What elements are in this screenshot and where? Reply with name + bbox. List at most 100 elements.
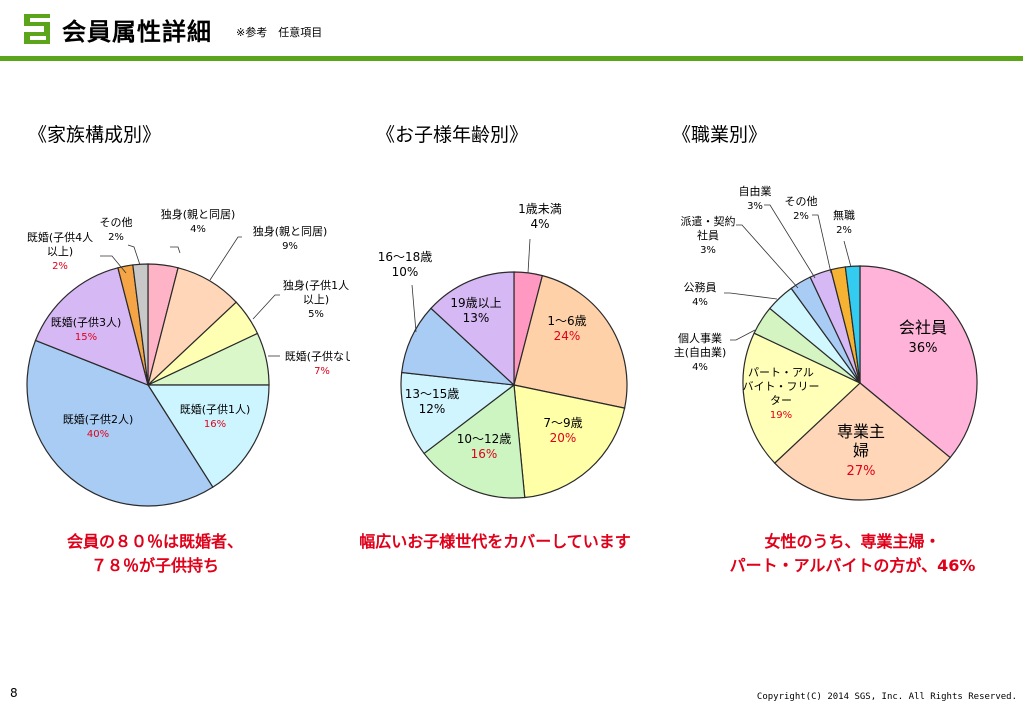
children-slice-label-line: 16～18歳 [378, 250, 433, 264]
family-slice-label-line: 既婚(子供なし) [285, 349, 350, 363]
brand-logo-icon [16, 8, 50, 50]
family-slice-label: 独身(子供1人以上) [283, 278, 349, 306]
occupation-slice-label-line: 自由業 [739, 184, 772, 198]
occupation-slice-label-line: 専業主 [837, 422, 885, 441]
family-chart-title: 《家族構成別》 [28, 124, 162, 146]
children-slice-label-line: 1歳未満 [518, 202, 562, 216]
family-leader-line [127, 244, 141, 266]
occupation-slice-label-line: バイト・フリー [743, 380, 820, 393]
children-slice-label: 16～18歳 [378, 250, 433, 264]
family-pie-slice [26, 339, 214, 507]
occupation-slices [742, 265, 978, 501]
family-slice-label-line: 独身(親と同居) [161, 207, 236, 221]
page-subtitle: ※参考 任意項目 [236, 26, 323, 39]
family-leader-line [170, 246, 181, 254]
children-pie-slice [513, 384, 626, 499]
family-caption-line: 会員の８０％は既婚者、 [66, 532, 243, 551]
occupation-slice-label-line: 会社員 [899, 318, 947, 337]
family-slice-label-line: 既婚(子供1人) [180, 402, 251, 416]
children-slice-label: 13～15歳 [405, 387, 460, 401]
family-slice-label: 独身(親と同居) [253, 224, 328, 238]
header-divider [0, 56, 1023, 61]
occupation-slice-label: 専業主婦 [837, 422, 885, 460]
occupation-slice-label-line: 派遣・契約 [681, 214, 736, 228]
occupation-slice-label-line: その他 [785, 195, 818, 208]
children-slice-label-line: 10～12歳 [457, 432, 512, 446]
family-slice-label-line: その他 [100, 216, 133, 229]
family-leader-line [100, 255, 127, 274]
children-slice-label: 1～6歳 [547, 314, 586, 328]
children-pie-slice [401, 307, 516, 386]
family-pie-slice [146, 384, 270, 488]
occupation-slice-label-line: 個人事業 [678, 332, 722, 345]
family-pie-chart: 独身(親と同居)4%独身(親と同居)9%独身(子供1人以上)5%既婚(子供なし)… [26, 207, 350, 507]
family-slice-value: 16% [204, 419, 226, 430]
occupation-slice-label: 個人事業主(自由業) [674, 332, 727, 359]
children-pie-slice [400, 371, 516, 455]
family-slice-label: 既婚(子供3人) [51, 315, 122, 329]
children-caption-line: 幅広いお子様世代をカバーしています [359, 532, 631, 551]
children-pie-slice [430, 271, 515, 387]
copyright-notice: Copyright(C) 2014 SGS, Inc. All Rights R… [756, 692, 1017, 702]
occupation-leader-line [812, 214, 832, 274]
family-slice-label-line: 独身(親と同居) [253, 224, 328, 238]
family-caption-line: ７８％が子供持ち [90, 556, 219, 575]
occupation-leader-line [724, 292, 778, 300]
occupation-slice-label: 公務員 [684, 280, 717, 294]
children-leader-line [527, 238, 531, 274]
family-slice-value: 2% [52, 261, 68, 272]
family-slice-label-line: 以上) [47, 245, 73, 258]
family-slice-label-line: 既婚(子供2人) [63, 412, 134, 426]
occupation-pie-slice [859, 265, 978, 459]
page-number: 8 [10, 686, 18, 700]
occupation-chart-title: 《職業別》 [672, 124, 768, 146]
occupation-pie-slice [844, 265, 861, 384]
family-slice-label-line: 既婚(子供4人 [27, 230, 93, 244]
children-slice-label: 19歳以上 [450, 296, 501, 310]
family-slice-label-line: 以上) [303, 293, 329, 306]
occupation-pie-slice [742, 332, 862, 464]
family-slice-label: 既婚(子供4人以上) [27, 230, 93, 258]
family-pie-slice [34, 267, 149, 386]
page-title: 会員属性詳細 [62, 18, 212, 46]
occupation-leader-line [730, 329, 756, 341]
occupation-leader-line [736, 224, 799, 289]
children-slice-label-line: 7～9歳 [543, 416, 582, 430]
occupation-pie-slice [773, 382, 951, 501]
children-caption: 幅広いお子様世代をカバーしています [310, 530, 680, 554]
family-caption: 会員の８０％は既婚者、 ７８％が子供持ち [20, 530, 290, 578]
children-slice-value: 10% [392, 265, 419, 279]
family-slice-label: 独身(親と同居) [161, 207, 236, 221]
family-pie-slice [132, 263, 149, 386]
children-slices [400, 271, 628, 499]
family-slice-value: 2% [108, 232, 124, 243]
occupation-slice-label-line: パート・アル [748, 366, 814, 379]
occupation-slice-value: 19% [770, 410, 792, 421]
children-leader-line [411, 284, 417, 333]
family-leader-line [252, 294, 280, 320]
family-slice-value: 40% [87, 429, 109, 440]
children-chart-title: 《お子様年齢別》 [376, 124, 529, 146]
occupation-slice-value: 3% [747, 201, 763, 212]
occupation-slice-label: 派遣・契約社員 [681, 214, 736, 242]
occupation-slice-label: その他 [785, 195, 818, 208]
slide-header: 会員属性詳細 ※参考 任意項目 [0, 0, 1023, 62]
occupation-slice-label: パート・アルバイト・フリーター [743, 366, 820, 407]
family-slices [26, 263, 270, 507]
occupation-slice-label-line: ター [770, 394, 792, 407]
occupation-slice-value: 27% [847, 464, 876, 479]
occupation-slice-value: 2% [836, 225, 852, 236]
children-slice-label: 10～12歳 [457, 432, 512, 446]
family-slice-label: 既婚(子供2人) [63, 412, 134, 426]
family-slice-value: 7% [314, 366, 330, 377]
occupation-slice-value: 4% [692, 297, 708, 308]
children-slice-value: 20% [550, 431, 577, 445]
children-slice-label-line: 1～6歳 [547, 314, 586, 328]
children-pie-slice [423, 383, 526, 499]
occupation-slice-value: 2% [793, 211, 809, 222]
occupation-caption-line: パート・アルバイトの方が、46% [729, 556, 976, 575]
occupation-caption-line: 女性のうち、専業主婦・ [764, 532, 941, 551]
children-slice-label: 1歳未満 [518, 202, 562, 216]
children-slice-label-line: 19歳以上 [450, 296, 501, 310]
